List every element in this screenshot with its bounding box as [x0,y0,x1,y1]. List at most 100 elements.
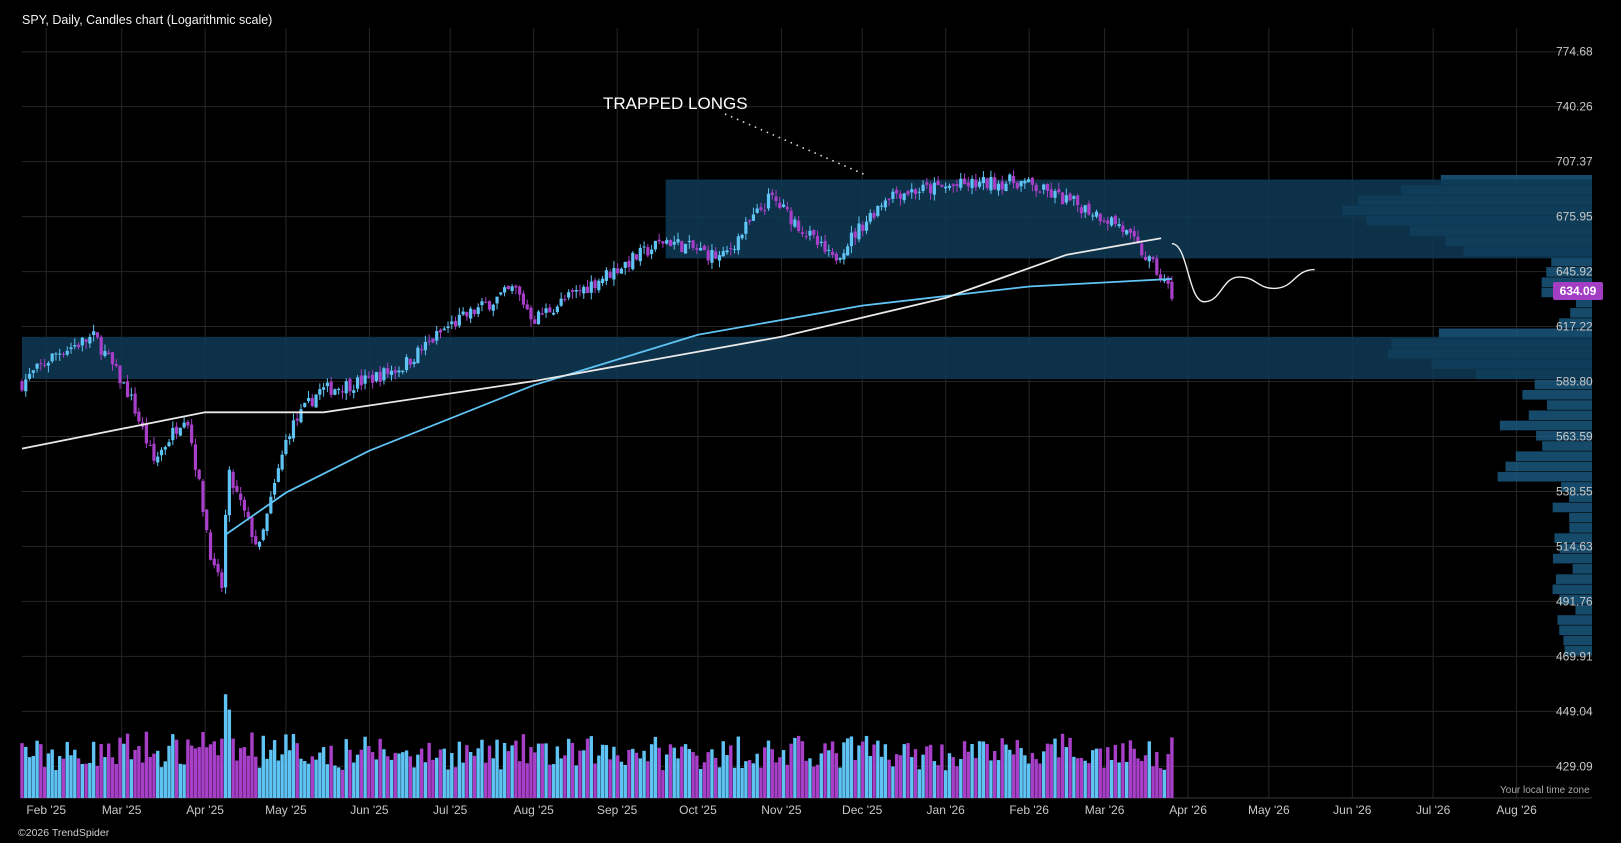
y-tick-label: 469.91 [1556,649,1593,663]
candle-body [487,301,492,310]
candle-body [540,313,544,315]
volume-bar [295,743,299,798]
volume-bar [118,737,122,798]
volume-bar [1064,747,1069,798]
volume-bar [785,764,790,798]
volume-bar [600,744,605,798]
volume-bar [555,746,560,798]
candle-body [404,357,409,371]
volume-bar [578,750,582,798]
volume-bar [284,734,288,798]
candle-body [736,236,740,251]
volume-bar [1132,748,1136,798]
candle-body [129,394,133,396]
volume-bar [223,694,228,798]
volume-profile-bar [1551,256,1592,267]
candle-body [314,394,318,408]
volume-bar [917,769,921,798]
volume-profile-bar [1552,553,1592,564]
volume-bar [1151,766,1155,798]
candle-body [766,193,771,209]
x-tick-label: Apr '26 [1169,803,1207,817]
candle-body [755,208,759,213]
volume-bar [574,765,578,798]
timezone-label[interactable]: Your local time zone [1500,785,1590,796]
candle-body [299,409,303,423]
volume-bar [925,746,929,798]
volume-bar [137,746,141,798]
candle-body [495,296,499,304]
candle-body [303,402,307,408]
candle-body [337,388,341,391]
candle-body [525,304,529,310]
candle-body [382,368,386,381]
volume-bar [393,752,397,798]
candle-body [235,485,239,492]
volume-bar [401,752,405,798]
x-tick-label: Mar '25 [102,803,142,817]
candle-body [174,426,179,434]
candle-body [186,421,190,426]
volume-bar [634,752,639,798]
volume-bar [487,745,492,798]
volume-bar [261,735,265,798]
candle-body [778,202,782,208]
volume-profile-bar [1552,584,1592,595]
x-tick-label: Jan '26 [927,803,966,817]
volume-bar [932,761,937,798]
volume-bar [212,741,216,798]
candle-body [163,447,167,450]
candle-body [1132,231,1136,237]
candle-body [944,186,948,189]
volume-bar [653,736,658,798]
y-tick-label: 740.26 [1556,100,1593,114]
candle-body [182,422,186,428]
volume-bar [789,743,793,798]
candle-body [1102,220,1106,222]
candle-body [254,536,258,545]
x-axis: Feb '25 Mar '25 Apr '25 May '25 Jun '25 Jul '… [26,803,1537,817]
volume-bar [1106,747,1110,798]
candle-body [1023,180,1027,184]
y-axis: 774.68 740.26 707.37 675.95 645.92 617.22 589.… [1556,45,1593,774]
volume-bar [676,758,680,798]
volume-bar [989,760,993,798]
volume-bar [1075,758,1080,798]
volume-bar [367,746,371,798]
volume-bar [242,747,247,798]
y-tick-label: 589.80 [1556,375,1593,389]
volume-bar [1094,748,1099,798]
candle-body [261,529,265,540]
candle-body [653,240,657,250]
volume-bar [649,744,654,798]
candle-body [902,193,906,201]
candle-body [838,257,842,260]
candle-body [480,301,484,306]
volume-bar [1042,751,1046,798]
volume-bar [812,766,816,798]
volume-bar [446,769,450,798]
candle-body [291,420,296,439]
volume-bar [845,738,850,798]
candle-body [397,370,401,373]
candle-body [110,352,115,365]
x-tick-label: Jun '26 [1333,803,1372,817]
y-tick-label: 491.76 [1556,594,1593,608]
candle-body [223,514,228,588]
volume-bar [484,762,488,798]
volume-bar [442,748,446,798]
candle-body [616,268,620,274]
volume-bar [612,746,616,798]
candle-body [412,361,416,365]
volume-bar [318,752,322,798]
volume-bar [1117,762,1121,798]
volume-bar [732,767,737,798]
volume-bar [1030,752,1035,798]
candle-body [156,456,160,463]
candle-body [883,200,887,208]
candle-body [438,329,443,333]
volume-bar [129,759,134,798]
volume-bar [359,749,364,798]
volume-bar [303,761,307,798]
